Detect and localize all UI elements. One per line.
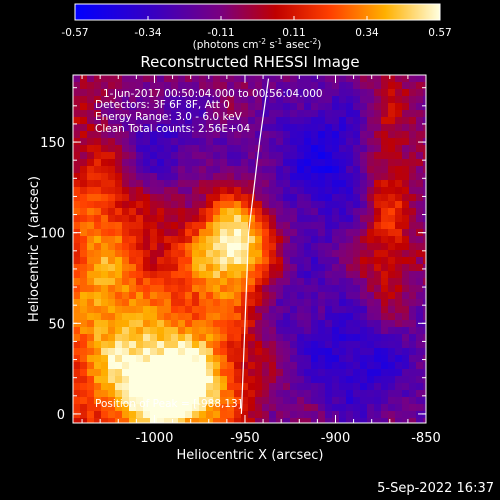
annotation-clean: Clean Total counts: 2.56E+04 <box>95 123 250 135</box>
annotation-time: 1-Jun-2017 00:50:04.000 to 00:56:04.000 <box>103 88 323 100</box>
footer-timestamp: 5-Sep-2022 16:37 <box>377 481 494 496</box>
y-tick-label: 150 <box>40 136 65 151</box>
heatmap-image <box>73 75 426 423</box>
annotation-detectors: Detectors: 3F 6F 8F, Att 0 <box>95 99 230 111</box>
x-axis-label: Heliocentric X (arcsec) <box>177 448 324 463</box>
annotation-energy: Energy Range: 3.0 - 6.0 keV <box>95 111 243 123</box>
colorbar-units: (photons cm-2 s-1 asec-2) <box>193 37 322 51</box>
y-axis-label: Heliocentric Y (arcsec) <box>27 176 42 322</box>
solar-limb-curve <box>240 78 270 414</box>
axis-ticks: -1000 -950 -900 -850 0 50 100 150 <box>40 75 441 446</box>
x-tick-label: -950 <box>230 431 260 446</box>
y-tick-label: 50 <box>48 317 65 332</box>
y-tick-label: 100 <box>40 227 65 242</box>
colorbar <box>74 3 441 21</box>
colorbar-tick-label: 0.34 <box>355 27 379 39</box>
colorbar-ticks: -0.57 -0.34 -0.11 0.11 0.34 0.57 <box>61 16 452 39</box>
colorbar-tick-label: -0.11 <box>207 27 234 39</box>
x-tick-label: -850 <box>411 431 441 446</box>
y-tick-label: 0 <box>57 408 65 423</box>
colorbar-tick-label: -0.57 <box>61 27 88 39</box>
x-tick-label: -1000 <box>136 431 174 446</box>
x-tick-label: -900 <box>321 431 351 446</box>
colorbar-tick-label: 0.11 <box>282 27 305 39</box>
colorbar-tick-label: 0.57 <box>428 27 451 39</box>
colorbar-tick-label: -0.34 <box>134 27 161 39</box>
plot-frame <box>72 74 427 424</box>
chart-title: Reconstructed RHESSI Image <box>140 53 359 71</box>
annotation-peak: Position of Peak = [-988,13] <box>95 398 242 410</box>
